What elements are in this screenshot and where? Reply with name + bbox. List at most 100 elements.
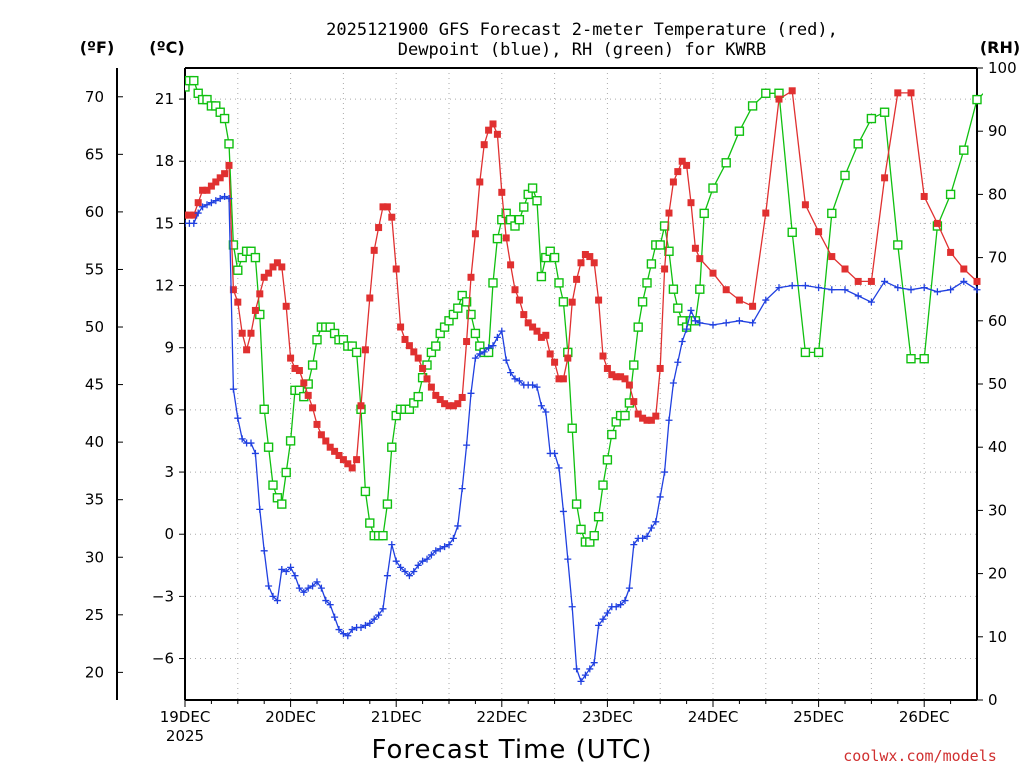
temperature-point: [625, 381, 633, 389]
temperature-point: [269, 263, 277, 271]
rh-point: [620, 410, 630, 421]
dewpoint-series: [185, 192, 981, 685]
temperature-point: [529, 323, 537, 331]
fahrenheit-tick-label: 60: [85, 203, 104, 221]
rh-point: [664, 246, 674, 256]
dewpoint-point: [722, 319, 730, 327]
temperature-point: [480, 141, 488, 149]
rh-point: [721, 158, 731, 168]
temperature-point: [476, 178, 484, 186]
temperature-point: [313, 420, 321, 428]
dewpoint-point: [652, 518, 660, 526]
temperature-point: [722, 286, 730, 294]
temperature-point: [388, 213, 396, 221]
temperature-point: [322, 437, 330, 445]
axes: 7065605550454035302520211815129630−3−610…: [85, 59, 1017, 745]
temperature-point: [749, 302, 757, 310]
rh-point: [558, 297, 569, 307]
dewpoint-point: [405, 572, 413, 580]
temperature-point: [432, 391, 440, 399]
dewpoint-point: [331, 613, 339, 621]
dewpoint-point: [238, 435, 246, 443]
temperature-point: [595, 296, 603, 304]
temperature-point: [291, 364, 299, 372]
dewpoint-point: [485, 344, 493, 352]
rh-point: [378, 530, 388, 541]
temperature-point: [331, 447, 339, 455]
celsius-tick-label: 3: [164, 463, 174, 481]
fahrenheit-tick-label: 70: [85, 88, 104, 106]
temperature-point: [225, 161, 233, 169]
temperature-point: [401, 335, 409, 343]
dewpoint-point: [322, 597, 330, 605]
dewpoint-point: [894, 284, 902, 292]
dewpoint-point: [564, 555, 572, 563]
dewpoint-point: [414, 561, 422, 569]
celsius-tick-label: −3: [152, 587, 174, 605]
dewpoint-point: [207, 199, 215, 207]
fahrenheit-tick-label: 30: [85, 548, 104, 566]
dewpoint-point: [960, 277, 968, 285]
dewpoint-point: [476, 350, 484, 358]
dewpoint-point: [383, 572, 391, 580]
rh-point: [228, 240, 239, 250]
temperature-point: [656, 364, 664, 372]
rh-point: [536, 271, 547, 282]
credit-link[interactable]: coolwx.com/models: [843, 747, 997, 765]
temperature-point: [586, 253, 594, 261]
temperature-point: [630, 398, 638, 406]
rh-point: [431, 341, 441, 351]
series-layer: [185, 75, 983, 685]
temperature-point: [555, 375, 563, 383]
dewpoint-point: [749, 319, 757, 327]
dewpoint-point: [788, 282, 796, 290]
dewpoint-point: [775, 284, 783, 292]
rh-point: [259, 404, 269, 414]
temperature-point: [559, 375, 567, 383]
dewpoint-point: [348, 626, 356, 634]
dewpoint-point: [203, 201, 211, 209]
dewpoint-point: [867, 298, 875, 306]
dewpoint-point: [502, 356, 510, 364]
rh-point: [945, 189, 956, 200]
fahrenheit-tick-label: 45: [85, 376, 104, 394]
dewpoint-point: [247, 439, 255, 447]
rh-unit-label: (RH): [980, 38, 1020, 57]
dewpoint-point: [295, 584, 303, 592]
rh-point: [532, 196, 542, 206]
rh-point: [655, 240, 665, 250]
dewpoint-point: [441, 543, 449, 551]
fahrenheit-tick-label: 55: [85, 260, 104, 278]
dewpoint-point: [366, 619, 374, 627]
dewpoint-point: [841, 286, 849, 294]
rh-tick-label: 40: [988, 438, 1007, 456]
dewpoint-point: [709, 321, 717, 329]
celsius-tick-label: −6: [152, 650, 174, 668]
rh-point: [972, 94, 982, 105]
rh-point: [646, 259, 657, 269]
temperature-point: [551, 358, 559, 366]
dewpoint-point: [282, 568, 290, 576]
temperature-point: [339, 456, 347, 464]
rh-point: [602, 455, 613, 465]
temperature-point: [221, 170, 229, 178]
temperature-point: [647, 416, 655, 424]
fahrenheit-tick-label: 35: [85, 491, 104, 509]
fahrenheit-tick-label: 65: [85, 145, 104, 163]
temperature-point: [542, 331, 550, 339]
dewpoint-point: [423, 555, 431, 563]
temperature-point: [300, 379, 308, 387]
dewpoint-point: [568, 603, 576, 611]
dewpoint-point: [287, 563, 295, 571]
rh-point: [382, 499, 393, 509]
temperature-point: [366, 294, 374, 302]
dewpoint-point: [225, 195, 233, 203]
temperature-point: [564, 354, 572, 362]
dewpoint-point: [260, 547, 268, 555]
rh-point: [466, 309, 476, 320]
temperature-point: [348, 464, 356, 472]
dewpoint-point: [973, 286, 981, 294]
temperature-point: [273, 259, 281, 267]
dewpoint-point: [344, 632, 352, 640]
temperature-point: [357, 402, 365, 410]
